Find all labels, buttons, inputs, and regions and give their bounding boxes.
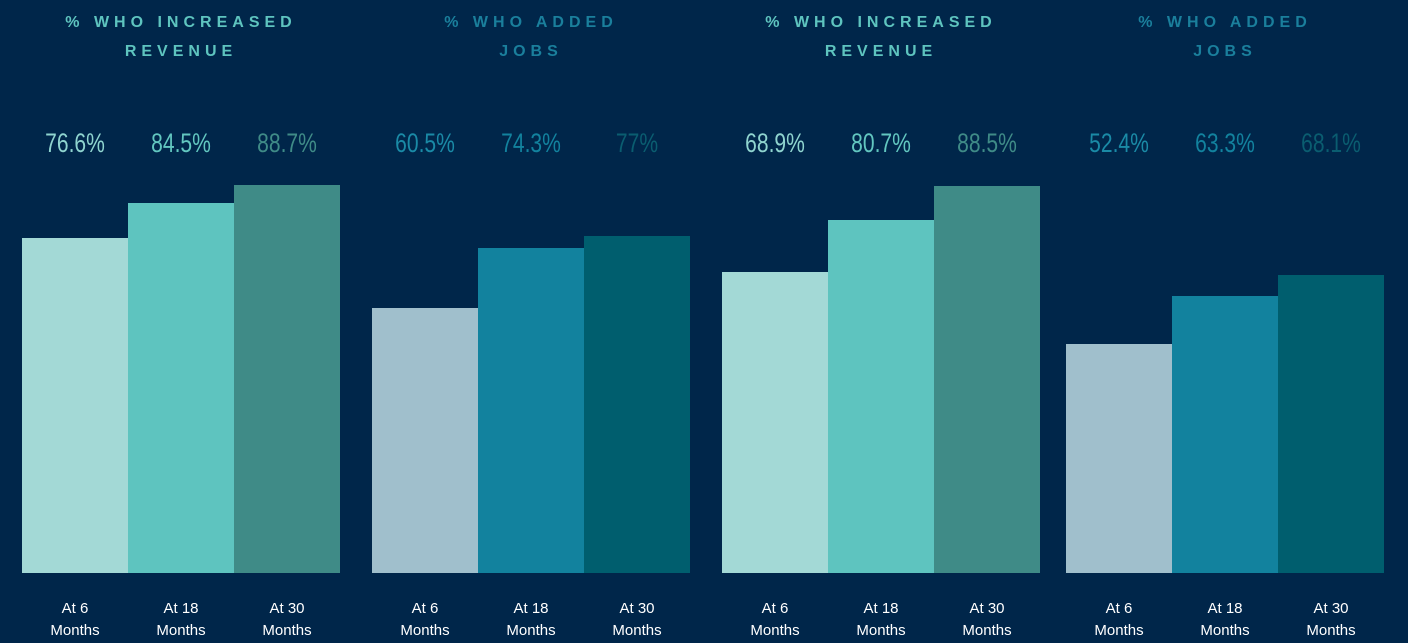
bar — [1066, 343, 1172, 573]
bar — [22, 237, 128, 573]
bar — [722, 271, 828, 573]
value-label: 68.1% — [1301, 128, 1361, 158]
chart-title: % WHO ADDED JOBS — [444, 14, 618, 60]
chart-panel: % WHO ADDED JOBS 60.5% At 6 Months 74.3% At … — [372, 0, 690, 643]
x-tick-label: At 6 Months — [1094, 600, 1144, 639]
value-label: 74.3% — [501, 128, 561, 158]
x-tick-label: At 30 Months — [1306, 600, 1356, 639]
chart-title: % WHO INCREASED REVENUE — [765, 14, 997, 60]
value-label: 80.7% — [851, 128, 911, 158]
x-tick-label: At 18 Months — [506, 600, 556, 639]
x-tick-label: At 30 Months — [612, 600, 662, 639]
chart-panel: % WHO ADDED JOBS 52.4% At 6 Months 63.3% At … — [1066, 0, 1384, 643]
value-label: 88.5% — [957, 128, 1017, 158]
x-tick-label: At 6 Months — [400, 600, 450, 639]
x-tick-label: At 18 Months — [856, 600, 906, 639]
x-tick-label: At 18 Months — [1200, 600, 1250, 639]
value-label: 68.9% — [745, 128, 805, 158]
bar — [584, 236, 690, 573]
chart-title: % WHO INCREASED REVENUE — [65, 14, 297, 60]
chart-panel: % WHO INCREASED REVENUE 76.6% At 6 Months 8… — [22, 0, 340, 643]
bar — [478, 247, 584, 573]
bar — [128, 203, 234, 573]
value-label: 63.3% — [1195, 128, 1255, 158]
bar — [828, 219, 934, 573]
x-tick-label: At 6 Months — [50, 600, 100, 639]
x-tick-label: At 30 Months — [262, 600, 312, 639]
value-label: 76.6% — [45, 128, 105, 158]
bar — [1278, 275, 1384, 573]
bar — [234, 184, 340, 573]
chart-title: % WHO ADDED JOBS — [1138, 14, 1312, 60]
value-label: 60.5% — [395, 128, 455, 158]
value-label: 52.4% — [1089, 128, 1149, 158]
x-tick-label: At 30 Months — [962, 600, 1012, 639]
x-tick-label: At 6 Months — [750, 600, 800, 639]
value-label: 84.5% — [151, 128, 211, 158]
bar — [372, 308, 478, 573]
chart-panel: % WHO INCREASED REVENUE 68.9% At 6 Months 8… — [722, 0, 1040, 643]
value-label: 77% — [615, 128, 659, 158]
value-label: 88.7% — [257, 128, 317, 158]
bar — [934, 185, 1040, 573]
bar — [1172, 296, 1278, 573]
x-tick-label: At 18 Months — [156, 600, 206, 639]
